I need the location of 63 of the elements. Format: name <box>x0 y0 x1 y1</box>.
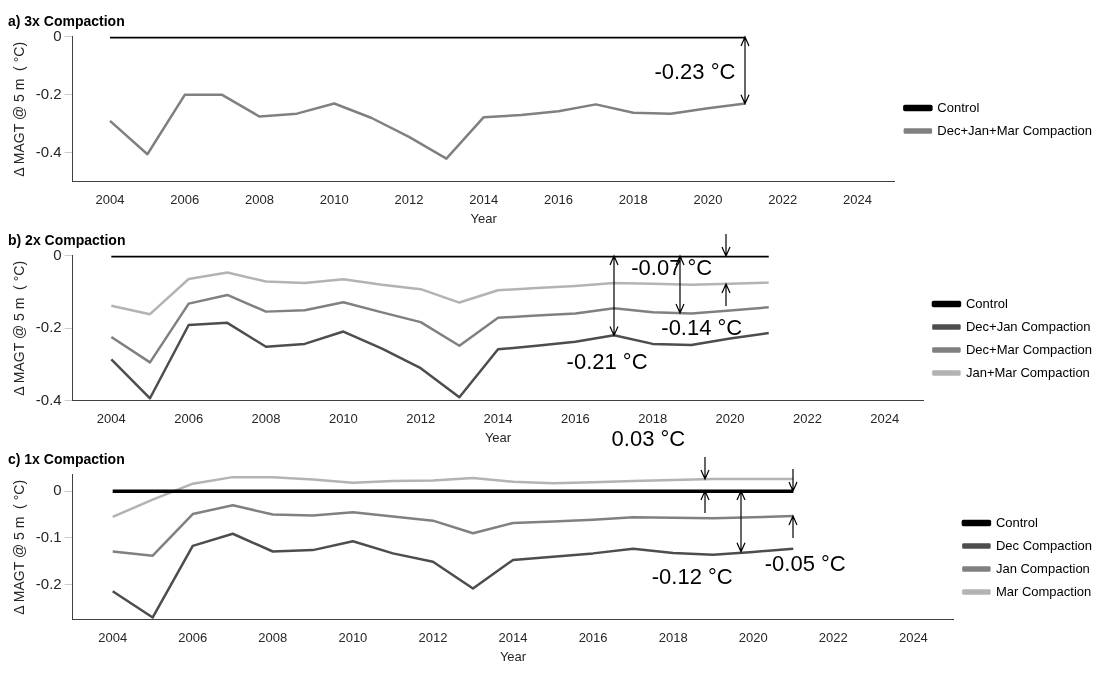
x-tick-label: 2014 <box>498 630 528 646</box>
x-axis-title: Year <box>484 429 512 445</box>
legend-label: Dec+Jan Compaction <box>965 318 1091 334</box>
x-tick-label: 2006 <box>170 192 200 208</box>
legend-label: Control <box>995 514 1038 530</box>
x-tick-label: 2004 <box>95 192 125 208</box>
legend-label: Dec Compaction <box>995 537 1093 553</box>
legend-label: Control <box>965 295 1008 311</box>
x-tick-label: 2012 <box>394 192 424 208</box>
x-tick-label: 2020 <box>738 630 768 646</box>
y-tick-label: -0.2 <box>35 318 62 336</box>
chart-title: c) 1x Compaction <box>8 451 125 468</box>
x-tick-label: 2024 <box>898 630 928 646</box>
legend-label: Dec+Jan+Mar Compaction <box>937 122 1093 138</box>
x-tick-label: 2016 <box>544 192 573 208</box>
x-tick-label: 2022 <box>818 630 848 646</box>
x-tick-label: 2008 <box>258 630 288 646</box>
annotation: 0.03 °C <box>611 426 686 452</box>
y-tick-label: -0.2 <box>35 574 62 592</box>
x-tick-label: 2006 <box>178 630 208 646</box>
x-tick-label: 2010 <box>338 630 368 646</box>
y-tick-label: -0.1 <box>35 528 62 546</box>
legend-label: Mar Compaction <box>995 583 1092 599</box>
x-tick-label: 2022 <box>768 192 798 208</box>
x-tick-label: 2014 <box>483 411 513 427</box>
y-axis-title: Δ MAGT @ 5 m ( °C) <box>11 41 28 177</box>
annotation: -0.05 °C <box>764 550 846 576</box>
x-tick-label: 2020 <box>715 411 745 427</box>
x-tick-label: 2010 <box>328 411 358 427</box>
annotation: -0.12 °C <box>651 563 733 589</box>
x-tick-label: 2014 <box>469 192 499 208</box>
y-tick-label: -0.2 <box>35 84 62 102</box>
x-tick-label: 2024 <box>870 411 900 427</box>
annotation: -0.23 °C <box>654 58 736 84</box>
x-tick-label: 2012 <box>418 630 448 646</box>
y-tick-label: -0.4 <box>35 390 62 408</box>
x-tick-label: 2024 <box>843 192 872 208</box>
x-tick-label: 2008 <box>251 411 281 427</box>
x-tick-label: 2016 <box>578 630 608 646</box>
legend-label: Jan Compaction <box>995 560 1090 576</box>
x-tick-label: 2016 <box>560 411 590 427</box>
y-axis-title: Δ MAGT @ 5 m ( °C) <box>11 260 28 396</box>
x-tick-label: 2018 <box>658 630 688 646</box>
x-tick-label: 2006 <box>174 411 204 427</box>
legend-label: Dec+Mar Compaction <box>965 341 1092 357</box>
x-tick-label: 2004 <box>96 411 126 427</box>
y-tick-label: 0 <box>53 481 62 499</box>
x-tick-label: 2010 <box>319 192 349 208</box>
legend-label: Control <box>937 99 980 115</box>
annotation: -0.21 °C <box>566 349 648 375</box>
x-tick-label: 2018 <box>638 411 668 427</box>
x-tick-label: 2022 <box>792 411 822 427</box>
x-tick-label: 2018 <box>618 192 648 208</box>
y-axis-title: Δ MAGT @ 5 m ( °C) <box>11 479 28 615</box>
x-tick-label: 2008 <box>245 192 274 208</box>
annotation: -0.14 °C <box>661 314 743 340</box>
x-tick-label: 2012 <box>406 411 436 427</box>
y-tick-label: -0.4 <box>35 142 62 160</box>
x-tick-label: 2004 <box>98 630 128 646</box>
x-tick-label: 2020 <box>693 192 723 208</box>
x-axis-title: Year <box>499 648 527 664</box>
legend-label: Jan+Mar Compaction <box>965 364 1090 380</box>
x-axis-title: Year <box>470 210 498 226</box>
